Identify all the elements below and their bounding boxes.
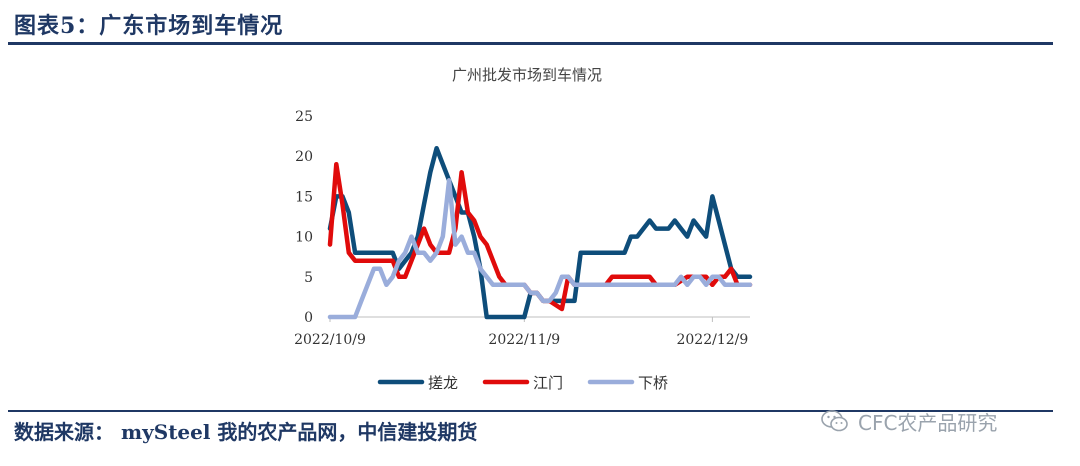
x-tick-label: 2022/11/9: [488, 332, 560, 348]
x-tick-label: 2022/12/9: [676, 332, 748, 348]
series-line-1: [327, 145, 753, 320]
y-tick-label: 10: [295, 230, 313, 246]
y-tick-label: 15: [295, 189, 313, 205]
bottom-rule: [8, 410, 1053, 412]
figure-title: 图表5：广东市场到车情况: [14, 13, 284, 39]
y-axis-ticks: 0 5 10 15 20 25: [295, 109, 313, 326]
y-tick-label: 20: [295, 149, 313, 165]
line-chart: 广州批发市场到车情况 0 5 10 15 20 25 2022/10/9 2022/11/9…: [294, 66, 753, 392]
watermark: CFC农产品研究: [820, 404, 997, 438]
y-tick-label: 5: [304, 270, 313, 286]
legend: 搓龙 江门 下桥: [377, 374, 668, 392]
legend-label: 江门: [533, 374, 563, 392]
x-tick-label: 2022/10/9: [294, 332, 366, 348]
series-layer: [327, 145, 753, 320]
y-tick-label: 0: [304, 310, 313, 326]
watermark-text: CFC农产品研究: [858, 410, 998, 435]
chart-title: 广州批发市场到车情况: [452, 66, 602, 84]
series-line-3: [327, 178, 753, 320]
y-tick-label: 25: [295, 109, 313, 125]
top-rule: [8, 42, 1053, 45]
x-axis: 2022/10/9 2022/11/9 2022/12/9: [294, 316, 750, 348]
legend-label: 搓龙: [428, 374, 458, 392]
wechat-icon: [821, 410, 848, 432]
legend-label: 下桥: [638, 374, 668, 392]
source-note: 数据来源： mySteel 我的农产品网，中信建投期货: [14, 420, 478, 444]
